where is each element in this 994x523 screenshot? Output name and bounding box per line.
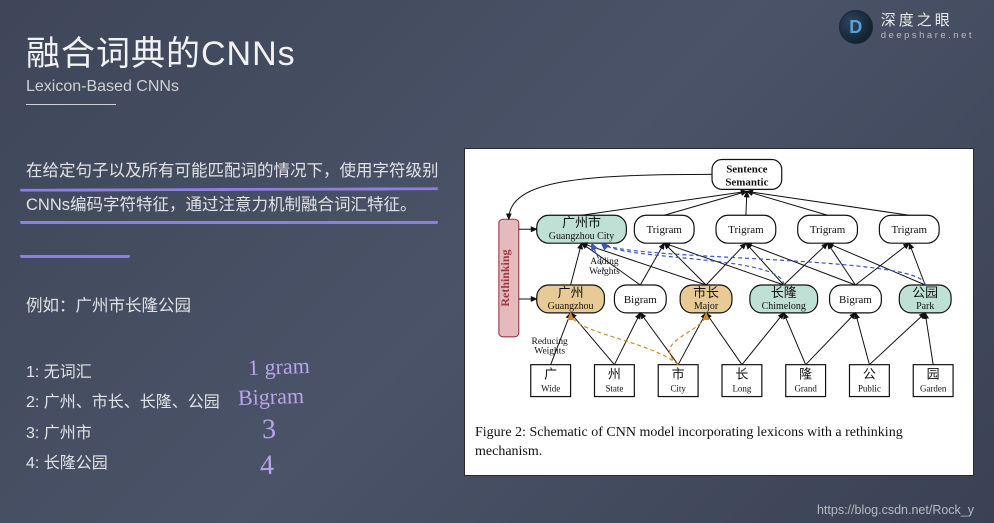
svg-text:Public: Public	[858, 384, 881, 394]
list-item: 1: 无词汇	[26, 358, 220, 388]
char-node: 长 Long	[722, 365, 762, 397]
list-item: 4: 长隆公园	[26, 449, 220, 479]
diagram-node: 长隆Chimelong	[750, 285, 818, 313]
char-node: 州 State	[594, 365, 634, 397]
svg-text:Guangzhou: Guangzhou	[548, 301, 594, 312]
svg-text:广州市: 广州市	[562, 215, 601, 230]
diagram-node: 广州市Guangzhou City	[537, 215, 627, 243]
svg-text:Wide: Wide	[541, 384, 560, 394]
diagram-node: Trigram	[879, 215, 939, 243]
svg-text:Park: Park	[916, 301, 934, 312]
svg-text:公园: 公园	[912, 285, 938, 300]
diagram-node: Trigram	[634, 215, 694, 243]
svg-text:Trigram: Trigram	[646, 224, 682, 236]
lexicon-list: 1: 无词汇 2: 广州、市长、长隆、公园 3: 广州市 4: 长隆公园	[26, 358, 220, 480]
diagram-node: 广州Guangzhou	[537, 285, 605, 313]
diagram-node: Trigram	[798, 215, 858, 243]
char-node: 市 City	[658, 365, 698, 397]
svg-text:Long: Long	[732, 384, 751, 394]
svg-text:City: City	[670, 384, 686, 394]
subtitle-rule	[26, 104, 116, 105]
svg-text:Trigram: Trigram	[892, 224, 928, 236]
diagram-node: Trigram	[716, 215, 776, 243]
svg-text:园: 园	[927, 367, 940, 382]
svg-text:长隆: 长隆	[771, 285, 797, 300]
svg-text:Bigram: Bigram	[839, 294, 872, 306]
figure-panel: Rethinking Sentence Semantic 广州市Guangzho…	[464, 148, 974, 476]
svg-text:广: 广	[544, 367, 557, 382]
brand-logo-icon: D	[839, 10, 873, 44]
footer-url: https://blog.csdn.net/Rock_y	[817, 503, 974, 517]
hand-annotation: 3	[261, 414, 276, 446]
page-subtitle: Lexicon-Based CNNs	[26, 78, 179, 100]
svg-text:Grand: Grand	[794, 384, 817, 394]
char-node: 隆 Grand	[786, 365, 826, 397]
svg-text:州: 州	[608, 367, 621, 382]
brand-name: 深度之眼	[881, 13, 974, 30]
cnn-lexicon-diagram: Rethinking Sentence Semantic 广州市Guangzho…	[465, 149, 973, 419]
svg-text:市: 市	[672, 367, 685, 382]
svg-text:Trigram: Trigram	[810, 224, 846, 236]
svg-text:State: State	[605, 384, 623, 394]
page-title: 融合词典的CNNs	[26, 26, 296, 75]
diagram-node: Bigram	[830, 285, 882, 313]
reducing-weights-label: ReducingWeights	[532, 337, 569, 357]
svg-text:市长: 市长	[693, 285, 719, 300]
brand-logo: D 深度之眼 deepshare.net	[839, 10, 974, 44]
svg-text:长: 长	[735, 367, 748, 382]
svg-text:Chimelong: Chimelong	[762, 301, 806, 312]
hand-annotation: 1 gram	[248, 353, 311, 381]
adding-weights-label: AddingWeights	[589, 257, 620, 277]
char-node: 广 Wide	[531, 365, 571, 397]
svg-text:Garden: Garden	[920, 384, 947, 394]
svg-text:Major: Major	[694, 301, 719, 312]
example-line: 例如：广州市长隆公园	[26, 292, 191, 316]
char-node: 公 Public	[849, 365, 889, 397]
hand-underline	[20, 220, 438, 224]
svg-text:广州: 广州	[558, 285, 584, 300]
figure-caption: Figure 2: Schematic of CNN model incorpo…	[465, 424, 973, 470]
svg-text:Sentence: Sentence	[726, 163, 767, 175]
svg-text:隆: 隆	[799, 367, 812, 382]
list-item: 3: 广州市	[26, 419, 220, 449]
svg-text:Semantic: Semantic	[725, 176, 768, 188]
svg-text:Bigram: Bigram	[624, 294, 657, 306]
diagram-node: Bigram	[614, 285, 666, 313]
hand-annotation: 4	[259, 450, 274, 482]
rethinking-label: Rethinking	[498, 249, 512, 306]
svg-text:公: 公	[863, 367, 876, 382]
hand-annotation: Bigram	[238, 383, 305, 411]
hand-underline	[20, 254, 130, 258]
brand-domain: deepshare.net	[881, 30, 974, 41]
diagram-node: 市长Major	[680, 285, 732, 313]
list-item: 2: 广州、市长、长隆、公园	[26, 388, 220, 418]
svg-text:Trigram: Trigram	[728, 224, 764, 236]
top-node: Sentence Semantic	[712, 159, 782, 189]
char-node: 园 Garden	[913, 365, 953, 397]
svg-text:Guangzhou City: Guangzhou City	[549, 231, 615, 242]
diagram-node: 公园Park	[899, 285, 951, 313]
